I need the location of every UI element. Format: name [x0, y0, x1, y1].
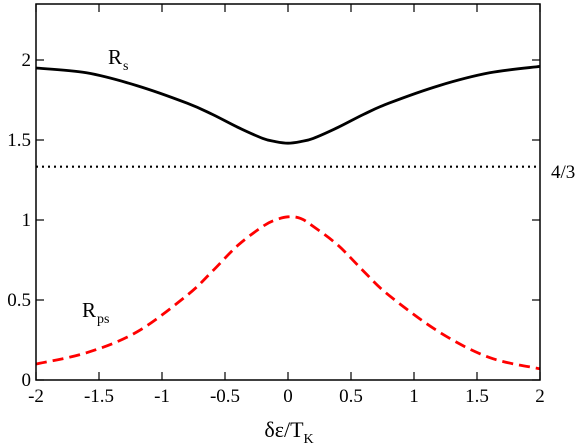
x-tick-label: 2	[535, 386, 545, 407]
x-tick-label: 0	[283, 386, 293, 407]
x-tick-label: 0.5	[339, 386, 363, 407]
x-tick-label: 1	[409, 386, 419, 407]
x-tick-label: 1.5	[465, 386, 489, 407]
series-label-rps: Rps	[82, 298, 109, 327]
y-tick-label: 1	[22, 210, 32, 231]
series-label-rs: Rs	[108, 45, 128, 74]
reference-line-label: 4/3	[551, 162, 575, 183]
series-layer	[35, 65, 541, 371]
y-tick-label: 0	[22, 370, 32, 391]
series-line-rs	[35, 65, 541, 145]
x-tick-label: -0.5	[210, 386, 240, 407]
y-tick-label: 1.5	[7, 130, 31, 151]
y-tick-label: 2	[22, 50, 32, 71]
plot-frame	[35, 3, 541, 381]
tick-layer: -2 -1.5 -1 -0.5 0 0.5 1 1.5 2 0 0.5 1 1.5 2	[7, 4, 545, 407]
x-axis-title: δε/TK	[264, 417, 313, 447]
x-tick-label: -2	[28, 386, 44, 407]
y-tick-label: 0.5	[7, 290, 31, 311]
series-line-rps	[35, 215, 541, 371]
x-tick-label: -1	[154, 386, 170, 407]
x-tick-label: -1.5	[84, 386, 114, 407]
